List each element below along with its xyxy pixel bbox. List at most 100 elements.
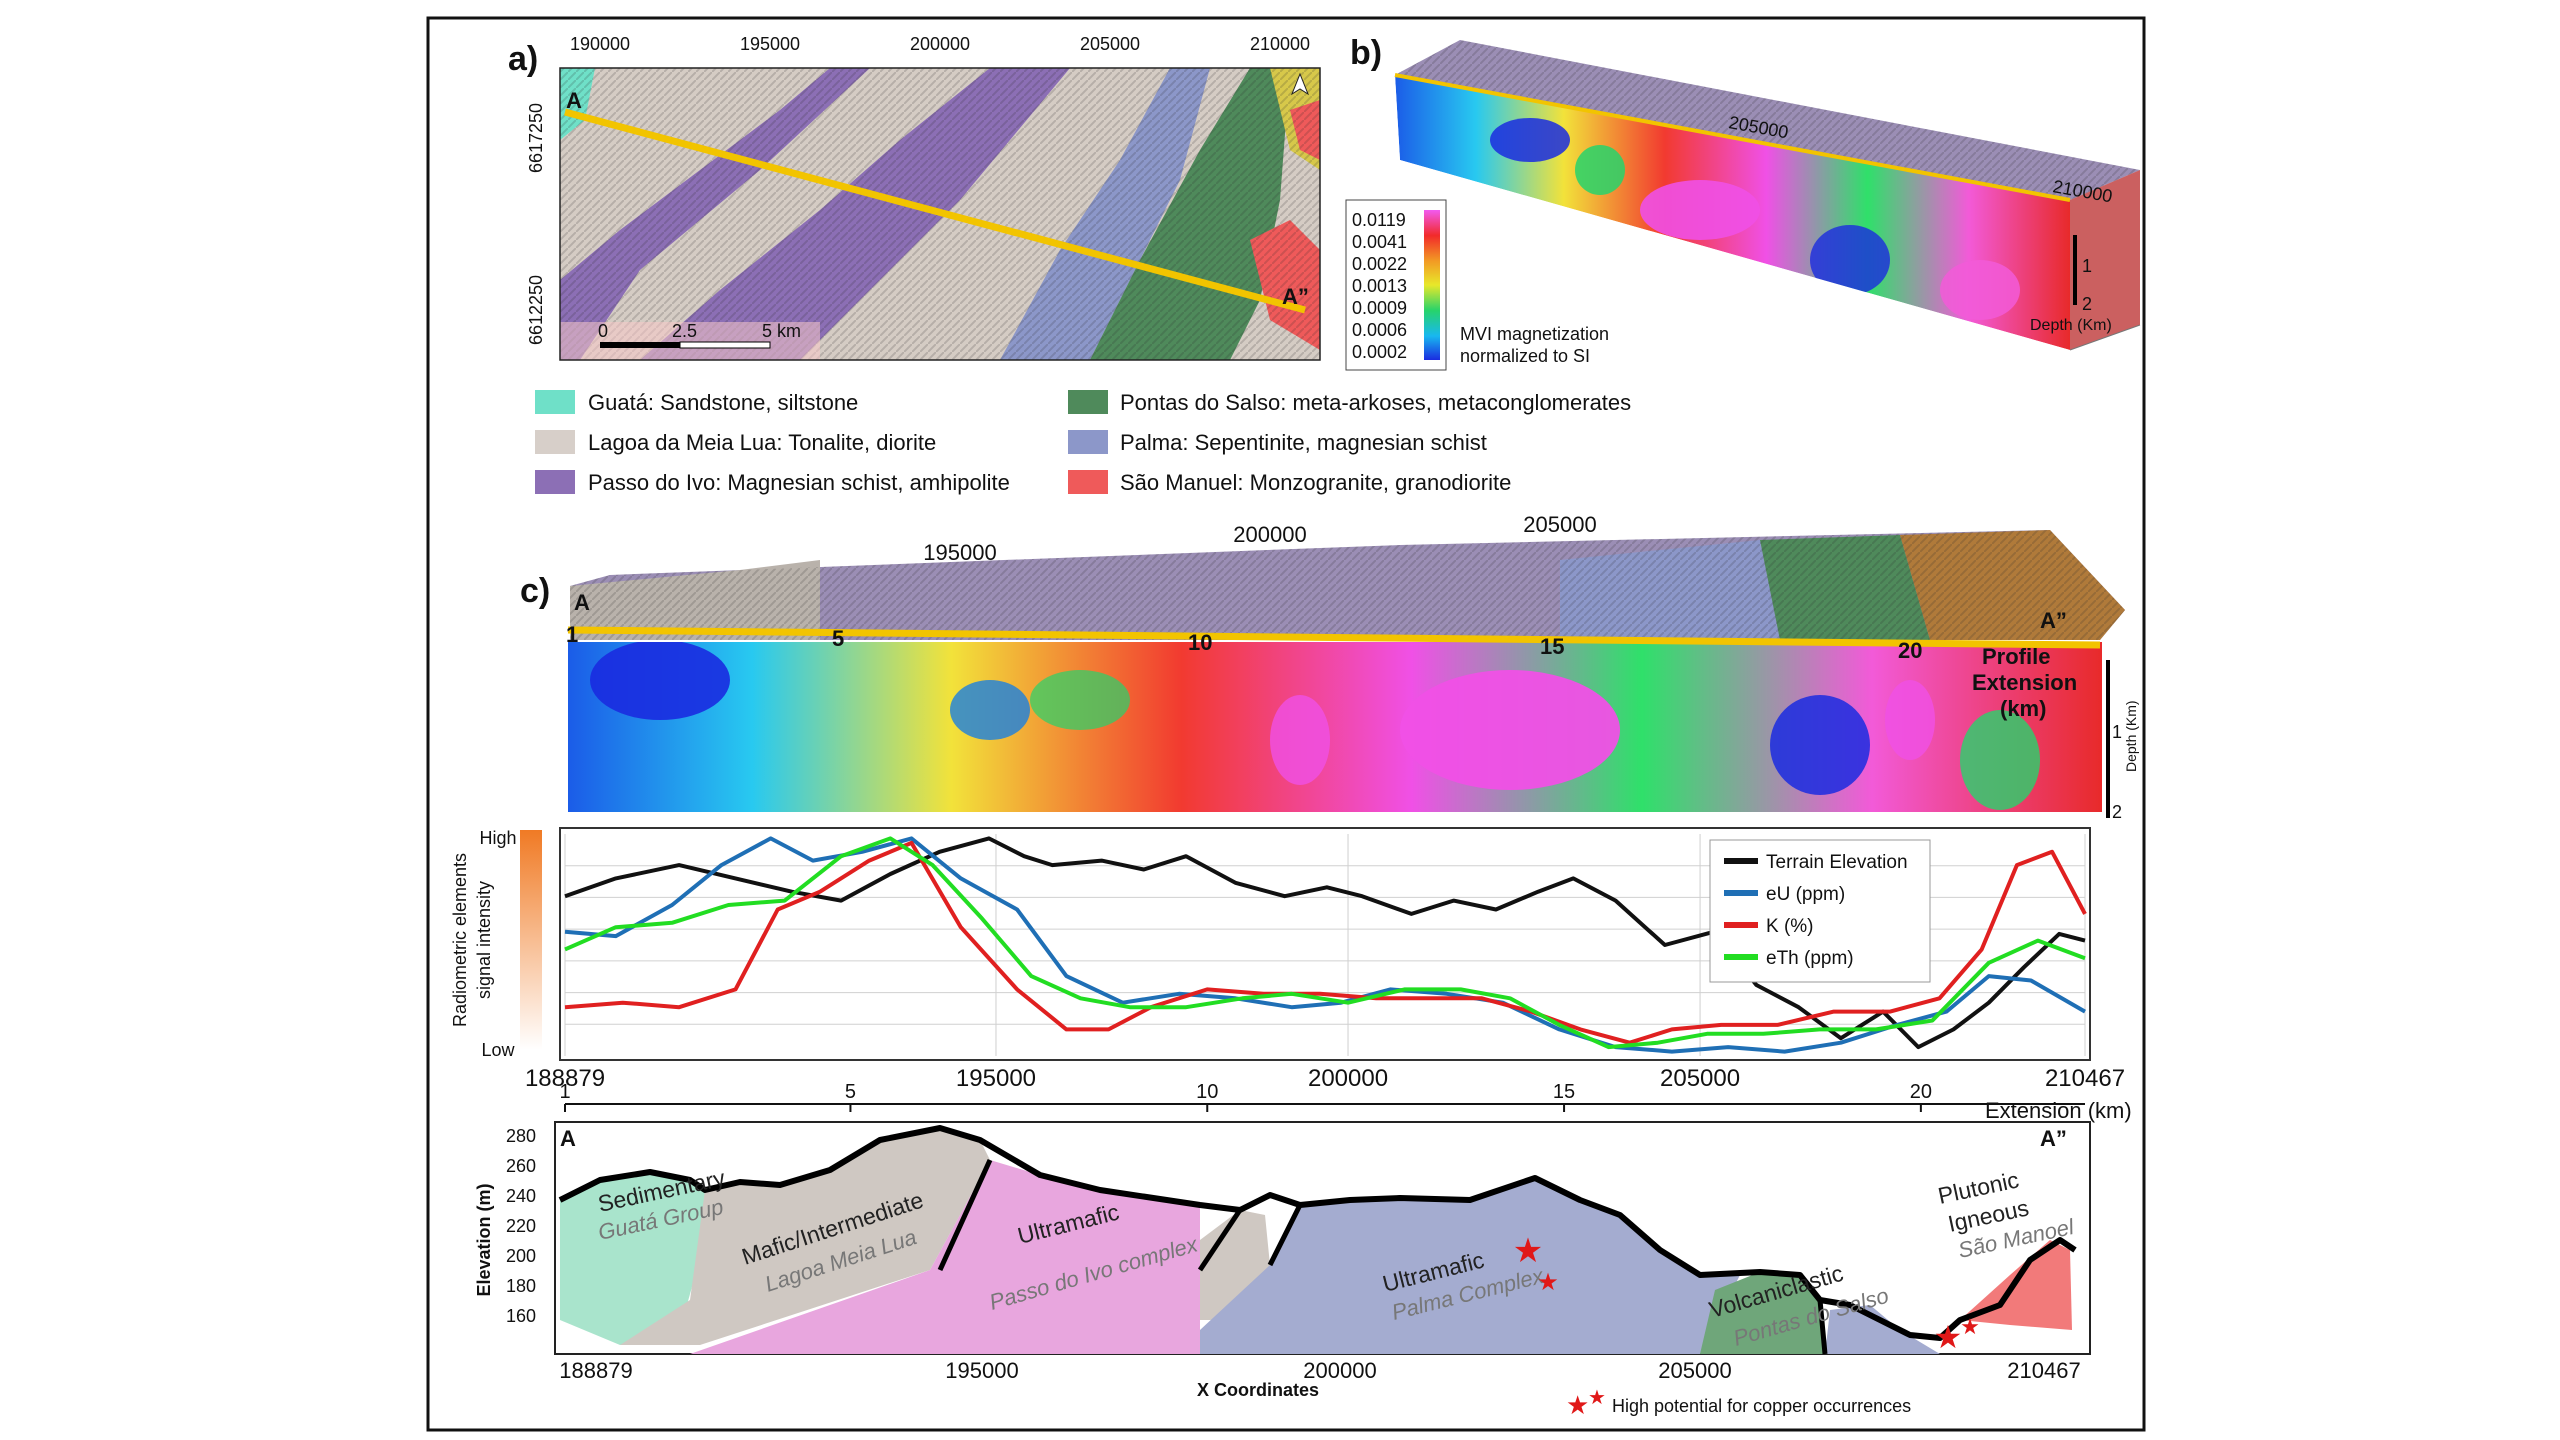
section-xtick-210467: 210467 [2007, 1358, 2080, 1383]
anomaly-c-4 [1270, 695, 1330, 785]
mvi-colorbar: 0.0119 0.0041 0.0022 0.0013 0.0009 0.000… [1345, 199, 1609, 371]
legend-label-1: eU (ppm) [1766, 884, 1845, 905]
km-axis-label: Extension (km) [1985, 1098, 2132, 1123]
block-c-xtick-205000: 205000 [1523, 512, 1596, 537]
map-border [559, 67, 1321, 361]
km-tick-15: 15 [1553, 1081, 1575, 1103]
north-arrow-icon [1290, 72, 1310, 96]
colorbar-val-1: 0.0041 [1352, 232, 1407, 252]
legend-label-guata: Guatá: Sandstone, siltstone [588, 390, 858, 415]
legend-swatch-palma [1068, 430, 1108, 454]
km-tick-5: 5 [845, 1081, 856, 1103]
block-c-depth-label: Depth (Km) [2123, 700, 2139, 772]
point-a2-label: A” [1282, 284, 1309, 309]
terrain-profile [558, 1125, 2077, 1341]
x-tick-188879: 188879 [525, 1065, 605, 1092]
chart-series [564, 836, 2087, 1054]
section-ytick-200: 200 [506, 1246, 536, 1266]
unit-legend: Guatá: Sandstone, siltstone Lagoa da Mei… [535, 390, 1631, 495]
x-tick-195000: 195000 [956, 1065, 1036, 1092]
section-xtick-205000: 205000 [1658, 1358, 1731, 1383]
block-c-depth-2: 2 [2112, 802, 2122, 822]
profile-line-b [1394, 73, 2071, 202]
colorbar-val-4: 0.0009 [1352, 298, 1407, 318]
section-unit-palma-2 [1825, 1305, 1940, 1354]
geology-map: A A” 0 2.5 5 km 190000 195000 200000 205… [526, 34, 1321, 361]
anomaly-b-4 [1940, 260, 2020, 320]
map-ytick-6612250: 6612250 [526, 275, 546, 345]
scale-bar-black [600, 342, 680, 348]
x-tick-210467: 210467 [2045, 1065, 2125, 1092]
colorbar-gradient [1424, 210, 1440, 360]
profile-line-a [564, 108, 1306, 314]
copper-star-icon-1: ★ [1513, 1232, 1543, 1270]
geo-section: Sedimentary Guatá Group Mafic/Intermedia… [474, 1121, 2091, 1420]
block-c-profile-label-1: Profile [1982, 644, 2050, 669]
scale-bar-white [679, 341, 771, 349]
block-c-point-a2: A” [2040, 608, 2067, 633]
anomaly-b-5 [1575, 145, 1625, 195]
anomaly-c-8 [1960, 710, 2040, 810]
map-ytick-6617250: 6617250 [526, 103, 546, 173]
legend-label-0: Terrain Elevation [1766, 852, 1908, 873]
block-c-point-a: A [574, 590, 590, 615]
copper-legend-star-icon-2: ★ [1588, 1387, 1606, 1409]
block-c-km-10: 10 [1188, 630, 1212, 655]
section-ytick-240: 240 [506, 1186, 536, 1206]
anomaly-c-7 [1030, 670, 1130, 730]
block-b-edge [2069, 324, 2141, 351]
scale-label-0: 0 [598, 321, 608, 341]
block-c-depth-1: 1 [2112, 722, 2122, 742]
legend-label-passo-ivo: Passo do Ivo: Magnesian schist, amhipoli… [588, 470, 1010, 495]
section-xtick-200000: 200000 [1303, 1358, 1376, 1383]
block-b-depth-label: Depth (Km) [2030, 317, 2112, 334]
contact-line-1 [937, 1158, 993, 1272]
section-y-label: Elevation (m) [474, 1183, 494, 1296]
colorbar-val-2: 0.0022 [1352, 254, 1407, 274]
section-ytick-160: 160 [506, 1306, 536, 1326]
chart-legend-items: Terrain Elevation eU (ppm) K (%) eTh (ppm) [1724, 852, 1908, 969]
block-c-xtick-200000: 200000 [1233, 522, 1306, 547]
contact-line-4 [1817, 1299, 1828, 1355]
anomaly-c-5 [1770, 695, 1870, 795]
section-unit-mafic [620, 1128, 990, 1345]
colorbar-val-6: 0.0002 [1352, 342, 1407, 362]
map-xtick-190000: 190000 [570, 34, 630, 54]
block-b-top-relief [1395, 40, 2140, 200]
legend-label-3: eTh (ppm) [1766, 948, 1854, 969]
legend-label-sao-manuel: São Manuel: Monzogranite, granodiorite [1120, 470, 1511, 495]
section-unit-pontas [1700, 1272, 1825, 1354]
block-b-depth-1: 1 [2082, 256, 2092, 276]
map-xtick-205000: 205000 [1080, 34, 1140, 54]
map-xtick-200000: 200000 [910, 34, 970, 54]
block-c-section [568, 642, 2102, 812]
legend-swatch-pontas [1068, 390, 1108, 414]
legend-label-pontas: Pontas do Salso: meta-arkoses, metacongl… [1120, 390, 1631, 415]
block-b-depth-2: 2 [2082, 294, 2092, 314]
section-x-label: X Coordinates [1197, 1380, 1319, 1400]
section-ytick-280: 280 [506, 1126, 536, 1146]
section-ytick-180: 180 [506, 1276, 536, 1296]
block-c-profile-label-3: (km) [2000, 696, 2046, 721]
anomaly-c-3 [1400, 670, 1620, 790]
copper-star-icon-3: ★ [1934, 1319, 1963, 1355]
map-xtick-195000: 195000 [740, 34, 800, 54]
scale-label-2-5: 2.5 [672, 321, 697, 341]
radiometric-chart: High Low Radiometric elements signal int… [450, 827, 2132, 1123]
block-c-km-15: 15 [1540, 634, 1564, 659]
panel-c-letter: c) [520, 572, 550, 610]
scale-label-5: 5 km [762, 321, 801, 341]
y-axis-label-1: Radiometric elements [450, 853, 470, 1027]
mvi-block-c: A A” 195000 200000 205000 1 5 10 15 20 P… [566, 512, 2139, 822]
chart-x-ticks: 188879 195000 200000 205000 210467 [525, 1065, 2125, 1092]
chart-legend: Terrain Elevation eU (ppm) K (%) eTh (ppm) [1709, 839, 1931, 983]
section-unit-sedimentary [560, 1172, 705, 1345]
copper-star-icon-2: ★ [1537, 1269, 1559, 1296]
figure-frame [426, 16, 2146, 1432]
block-c-top-relief [570, 530, 2125, 640]
colorbar-title-1: MVI magnetization [1460, 324, 1609, 344]
km-tick-10: 10 [1196, 1081, 1218, 1103]
block-c-xtick-195000: 195000 [923, 540, 996, 565]
panel-b-letter: b) [1350, 34, 1382, 72]
section-ytick-260: 260 [506, 1156, 536, 1176]
